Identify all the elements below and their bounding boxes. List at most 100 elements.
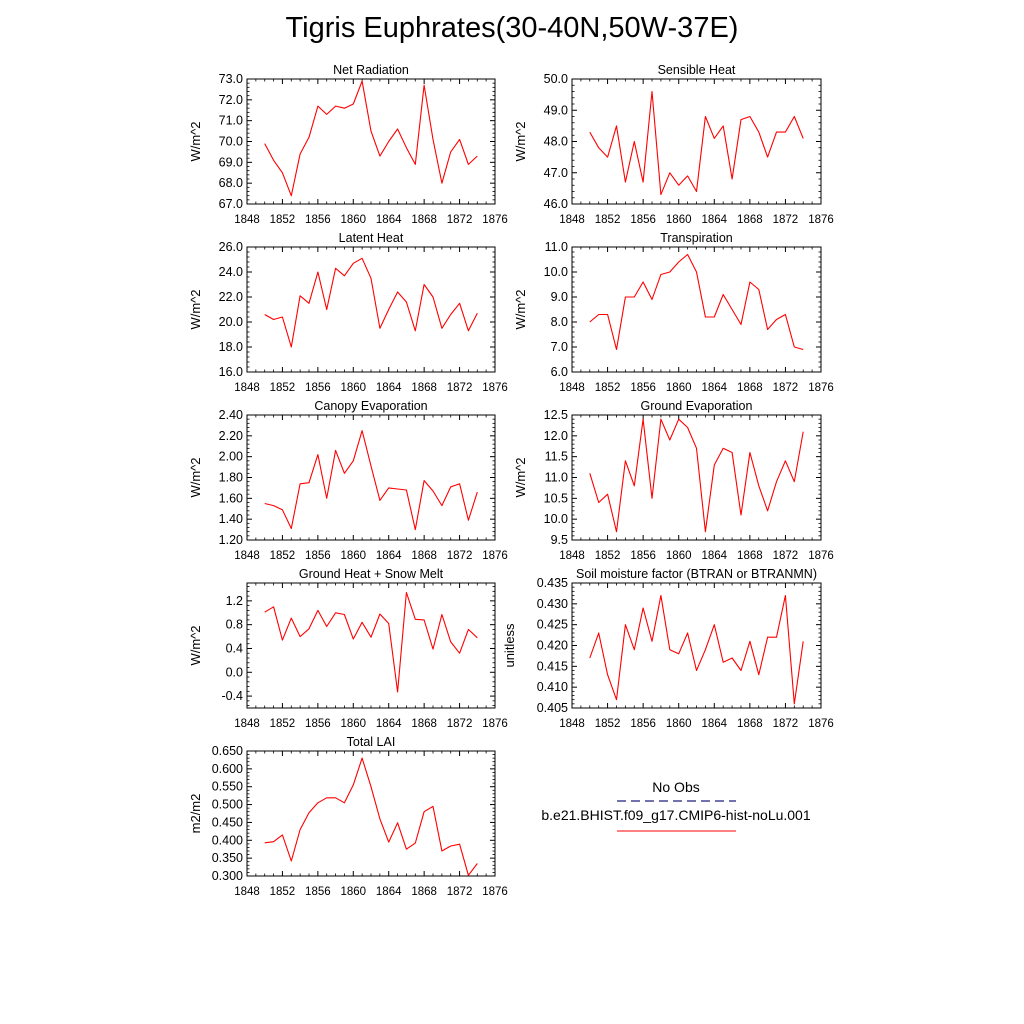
chart-title: Transpiration — [660, 231, 733, 245]
x-tick-label: 1848 — [234, 214, 260, 226]
chart-title: Soil moisture factor (BTRAN or BTRANMN) — [576, 567, 817, 581]
x-tick-label: 1864 — [376, 718, 402, 730]
x-tick-label: 1868 — [411, 214, 437, 226]
y-tick-label: 9.0 — [551, 290, 568, 304]
x-tick-label: 1872 — [773, 718, 799, 730]
y-tick-label: 2.20 — [219, 429, 243, 443]
y-tick-label: 0.8 — [226, 618, 243, 632]
x-tick-label: 1876 — [808, 550, 834, 562]
x-tick-label: 1852 — [595, 550, 621, 562]
y-tick-label: 0.405 — [537, 701, 568, 715]
chart-panel-9: Total LAI m2/m2 1848 1852 1856 1860 1864 1868 18… — [188, 735, 508, 898]
series-line — [264, 591, 478, 693]
series-line — [264, 80, 478, 197]
y-tick-label: 7.0 — [551, 340, 568, 354]
y-tick-label: 73.0 — [219, 72, 243, 86]
y-tick-label: 0.600 — [212, 762, 243, 776]
y-tick-label: 2.00 — [219, 450, 243, 464]
y-tick-label: 0.400 — [212, 833, 243, 847]
y-tick-label: 69.0 — [219, 155, 243, 169]
chart-title: Net Radiation — [333, 63, 409, 77]
y-tick-label: 8.0 — [551, 315, 568, 329]
y-tick-label: 0.415 — [537, 659, 568, 673]
chart-panel-6: Ground Evaporation W/m^2 1848 1852 1856 1860 1… — [513, 399, 834, 562]
y-tick-label: 0.550 — [212, 780, 243, 794]
y-tick-label: 0.430 — [537, 597, 568, 611]
plot-frame — [571, 246, 822, 373]
x-tick-label: 1864 — [376, 886, 402, 898]
x-tick-label: 1876 — [482, 214, 508, 226]
chart-panel-7: Ground Heat + Snow Melt W/m^2 1848 1852 1856… — [188, 567, 508, 730]
x-tick-label: 1864 — [701, 382, 727, 394]
x-tick-label: 1848 — [559, 550, 585, 562]
x-tick-label: 1876 — [808, 718, 834, 730]
plot-frame — [246, 414, 496, 541]
y-tick-label: 0.420 — [537, 639, 568, 653]
x-tick-label: 1864 — [701, 550, 727, 562]
y-tick-label: 47.0 — [544, 166, 568, 180]
chart-panel-5: Canopy Evaporation W/m^2 1848 1852 1856 1860 1… — [188, 399, 508, 562]
y-tick-label: 0.435 — [537, 576, 568, 590]
chart-title: Latent Heat — [339, 231, 404, 245]
y-tick-label: 16.0 — [219, 365, 243, 379]
x-tick-label: 1852 — [595, 382, 621, 394]
chart-title: Total LAI — [347, 735, 396, 749]
x-tick-label: 1856 — [305, 550, 331, 562]
series-line — [264, 257, 478, 348]
x-tick-label: 1860 — [666, 718, 692, 730]
x-tick-label: 1856 — [630, 718, 656, 730]
x-tick-label: 1852 — [270, 718, 296, 730]
y-tick-label: 1.2 — [226, 594, 243, 608]
y-tick-label: 1.40 — [219, 512, 243, 526]
x-tick-label: 1876 — [482, 886, 508, 898]
x-tick-label: 1876 — [482, 382, 508, 394]
x-tick-label: 1868 — [737, 550, 763, 562]
x-tick-label: 1876 — [808, 214, 834, 226]
chart-panel-4: Transpiration W/m^2 1848 1852 1856 1860 1864 18… — [513, 231, 834, 394]
y-tick-label: 11.0 — [545, 240, 568, 254]
x-tick-label: 1852 — [270, 886, 296, 898]
x-tick-label: 1860 — [340, 382, 366, 394]
y-tick-label: 10.5 — [544, 491, 568, 505]
y-tick-label: 67.0 — [219, 197, 243, 211]
x-tick-label: 1864 — [701, 214, 727, 226]
y-tick-label: 1.60 — [219, 491, 243, 505]
x-tick-label: 1860 — [666, 214, 692, 226]
x-tick-label: 1868 — [411, 886, 437, 898]
page-title: Tigris Euphrates(30-40N,50W-37E) — [285, 12, 739, 44]
y-tick-label: 6.0 — [551, 365, 568, 379]
x-tick-label: 1852 — [270, 382, 296, 394]
y-tick-label: 48.0 — [544, 135, 568, 149]
x-tick-label: 1856 — [630, 214, 656, 226]
x-tick-label: 1860 — [666, 382, 692, 394]
x-tick-label: 1848 — [234, 886, 260, 898]
x-tick-label: 1852 — [270, 214, 296, 226]
y-tick-label: 20.0 — [219, 315, 243, 329]
y-tick-label: 9.5 — [551, 533, 568, 547]
x-tick-label: 1848 — [559, 214, 585, 226]
x-tick-label: 1868 — [411, 550, 437, 562]
y-tick-label: -0.4 — [221, 689, 243, 703]
x-tick-label: 1848 — [234, 718, 260, 730]
x-tick-label: 1868 — [411, 718, 437, 730]
y-tick-label: 12.5 — [544, 408, 568, 422]
x-tick-label: 1848 — [559, 718, 585, 730]
x-tick-label: 1856 — [305, 718, 331, 730]
plot-frame — [246, 246, 496, 373]
y-tick-label: 12.0 — [544, 429, 568, 443]
y-axis-label: W/m^2 — [513, 457, 528, 497]
x-tick-label: 1864 — [376, 382, 402, 394]
series-line — [589, 253, 804, 351]
x-tick-label: 1860 — [666, 550, 692, 562]
y-axis-label: m2/m2 — [188, 794, 203, 834]
y-axis-label: W/m^2 — [513, 289, 528, 329]
series-line — [589, 594, 804, 705]
chart-panel-8: Soil moisture factor (BTRAN or BTRANMN) u… — [502, 567, 834, 730]
y-tick-label: 0.4 — [226, 641, 243, 655]
y-axis-label: W/m^2 — [188, 121, 203, 161]
series-line — [589, 90, 804, 196]
y-tick-label: 1.80 — [219, 471, 243, 485]
y-tick-label: 26.0 — [219, 240, 243, 254]
y-tick-label: 70.0 — [219, 135, 243, 149]
plot-frame — [246, 750, 496, 877]
